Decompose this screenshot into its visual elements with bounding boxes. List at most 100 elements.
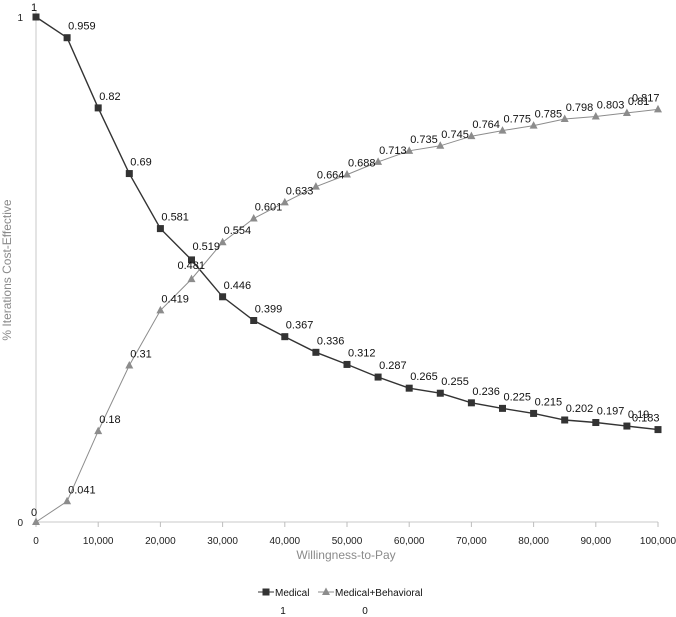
medical-behavioral-data-label: 0.745 [441,129,469,141]
medical-point [436,389,444,397]
x-tick-label: 60,000 [394,536,425,547]
medical-data-label: 0.236 [472,386,500,398]
medical-point [623,422,631,430]
y-tick-label: 0 [17,518,23,529]
x-tick-label: 80,000 [518,536,549,547]
legend-medical-name: Medical [275,588,309,599]
medical-data-label: 0.202 [566,403,594,415]
medical-point [654,426,662,434]
medical-point [250,317,258,325]
medical-behavioral-data-label: 0.664 [317,170,345,182]
medical-data-label: 0.255 [441,376,469,388]
medical-data-label: 0.519 [193,241,221,253]
legend-medical-value: 1 [280,606,286,617]
medical-behavioral-data-label: 0 [31,507,37,519]
medical-behavioral-data-label: 0.798 [566,102,594,114]
medical-behavioral-data-label: 0.81 [628,96,649,108]
medical-point [63,34,71,42]
x-tick-label: 50,000 [332,536,363,547]
x-tick-label: 100,000 [640,536,676,547]
medical-behavioral-data-label: 0.764 [472,119,500,131]
medical-point [405,384,413,392]
medical-behavioral-point [436,141,445,149]
medical-behavioral-data-label: 0.688 [348,158,376,170]
medical-data-label: 0.69 [130,157,151,169]
medical-point [467,399,475,407]
medical-data-label: 0.19 [628,409,649,421]
legend-medical-behavioral-name: Medical+Behavioral [335,588,423,599]
medical-point [530,409,538,417]
medical-behavioral-point [125,360,134,369]
medical-behavioral-point [374,157,383,165]
medical-behavioral-point [343,170,351,178]
medical-data-label: 1 [31,2,37,14]
medical-data-label: 0.581 [161,212,189,224]
medical-behavioral-data-label: 0.633 [286,185,314,197]
medical-behavioral-data-label: 0.481 [178,260,206,272]
x-tick-label: 10,000 [83,536,114,547]
x-tick-label: 90,000 [581,536,612,547]
medical-behavioral-point [405,146,414,154]
medical-behavioral-point [560,114,569,123]
medical-behavioral-point [622,108,631,116]
medical-data-label: 0.225 [504,391,532,403]
medical-point [32,13,40,21]
series-layer [32,13,662,525]
medical-point [94,104,102,112]
medical-behavioral-data-label: 0.601 [255,201,283,213]
medical-behavioral-data-label: 0.803 [597,99,625,111]
medical-behavioral-data-label: 0.785 [535,109,563,121]
medical-behavioral-data-label: 0.713 [379,145,407,157]
medical-behavioral-data-label: 0.775 [504,114,532,126]
x-tick-label: 30,000 [207,536,238,547]
medical-behavioral-data-label: 0.041 [68,484,96,496]
axes [35,11,658,523]
medical-behavioral-point [249,213,258,222]
medical-behavioral-data-label: 0.419 [161,293,189,305]
x-ticks: 0 10,000 20,000 30,000 40,000 50,000 60,000 70,… [33,522,676,547]
medical-behavioral-data-label: 0.817 [632,92,660,104]
medical-behavioral-point [156,305,165,314]
medical-behavioral-point [94,426,103,435]
legend: Medical 1 Medical+Behavioral 0 [258,587,423,617]
medical-point [125,170,133,178]
medical-behavioral-point [32,517,40,525]
medical-behavioral-point [63,496,72,505]
medical-data-label: 0.312 [348,347,376,359]
data-labels: 10.9590.820.690.5810.5190.4460.3990.3670… [31,2,660,519]
medical-data-label: 0.265 [410,371,438,383]
medical-point [343,360,351,368]
legend-medical-marker [262,588,270,596]
medical-data-label: 0.959 [68,21,96,33]
medical-point [561,416,569,424]
medical-behavioral-data-label: 0.31 [130,348,151,360]
medical-data-label: 0.287 [379,360,407,372]
medical-data-label: 0.82 [99,91,120,103]
medical-behavioral-point [498,126,507,134]
x-tick-label: 70,000 [456,536,487,547]
y-axis-title: % Iterations Cost-Effective [0,199,14,340]
legend-medical-behavioral-marker [322,587,330,595]
y-ticks: 01 [17,13,23,529]
medical-point [188,256,195,264]
medical-behavioral-data-label: 0.554 [224,225,252,237]
medical-data-label: 0.336 [317,335,345,347]
medical-behavioral-data-label: 0.735 [410,134,438,146]
x-tick-label: 0 [33,536,39,547]
medical-data-label: 0.367 [286,320,314,332]
medical-behavioral-point [467,131,476,140]
medical-data-label: 0.197 [597,406,625,418]
medical-data-label: 0.446 [224,280,252,292]
medical-behavioral-point [187,274,196,283]
medical-behavioral-point [591,111,600,120]
x-tick-label: 40,000 [270,536,301,547]
x-axis-title: Willingness-to-Pay [296,548,395,562]
y-tick-label: 1 [17,13,23,24]
medical-behavioral-point [311,182,320,190]
medical-data-label: 0.399 [255,304,283,316]
medical-point [312,348,320,356]
medical-point [156,225,164,233]
medical-data-label: 0.183 [632,413,660,425]
medical-point [499,404,506,412]
